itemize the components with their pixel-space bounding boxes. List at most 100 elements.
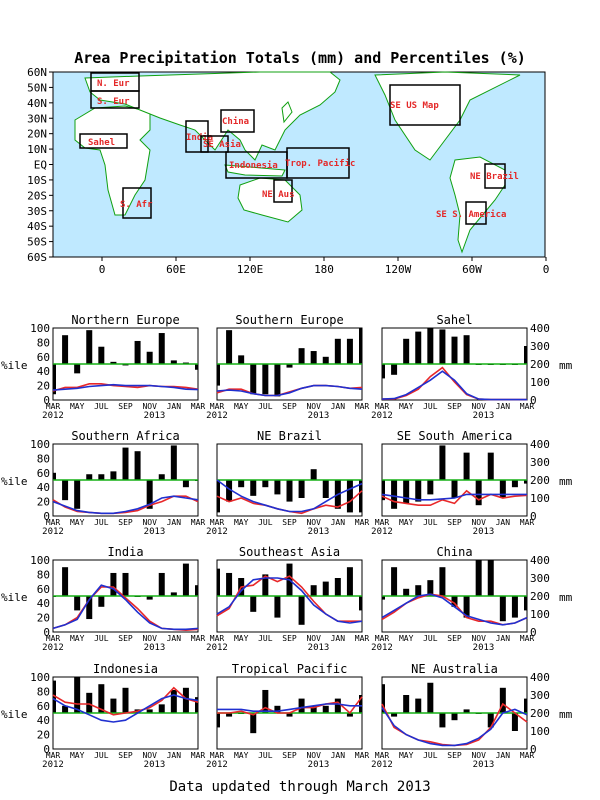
region-label: N. Eur xyxy=(97,79,130,89)
left-axis-label: %ile xyxy=(1,475,28,488)
panel-title: Sahel xyxy=(436,313,472,327)
year-end-label: 2013 xyxy=(308,760,330,770)
x-tick-label: NOV xyxy=(306,634,321,643)
lat-label: 60S xyxy=(27,251,47,264)
percentile-bar xyxy=(334,698,341,713)
percentile-bar xyxy=(391,713,398,717)
climatology-mm-line xyxy=(52,383,199,391)
percentile-bar xyxy=(134,451,141,480)
region-map: 60N 50N 40N 30N 20N 10N EQ 10S 20S 30S 40S 50S 60S 0 6… xyxy=(27,66,549,276)
percentile-bar xyxy=(382,684,385,713)
x-tick-label: JAN xyxy=(331,518,346,527)
percentile-bar xyxy=(415,585,422,596)
percentile-bar xyxy=(86,596,93,620)
percentile-bar xyxy=(427,328,434,364)
percentile-bar xyxy=(359,328,362,364)
percentile-bar xyxy=(74,596,81,611)
x-tick-label: JUL xyxy=(94,518,109,527)
x-tick-label: JUL xyxy=(94,402,109,411)
land-eurasia xyxy=(84,71,341,161)
region-label: SE S. America xyxy=(436,209,506,220)
right-tick-label: 200 xyxy=(530,707,550,720)
left-tick-label: 20 xyxy=(37,612,50,625)
x-tick-label: MAY xyxy=(399,751,414,760)
right-axis-label: mm xyxy=(559,591,573,604)
percentile-bar xyxy=(359,596,362,611)
percentile-bar xyxy=(158,572,165,596)
climatology-mm-line xyxy=(216,479,363,513)
percentile-bar xyxy=(391,567,398,596)
lat-label: 30S xyxy=(27,205,47,218)
climatology-mm-line xyxy=(52,495,199,515)
x-tick-label: MAR xyxy=(191,634,206,643)
x-tick-label: SEP xyxy=(118,634,133,643)
percentile-bar xyxy=(250,480,257,496)
percentile-bar xyxy=(359,480,362,513)
percentile-bar xyxy=(499,687,506,713)
lon-label: 0 xyxy=(99,263,106,276)
x-tick-label: MAR xyxy=(210,751,225,760)
left-tick-label: 60 xyxy=(37,467,50,480)
x-tick-label: NOV xyxy=(306,518,321,527)
year-end-label: 2013 xyxy=(144,411,166,421)
region-label: India xyxy=(186,132,213,143)
percentile-bar xyxy=(439,713,446,728)
percentile-bar xyxy=(439,445,446,480)
percentile-bar xyxy=(146,480,153,509)
percentile-bar xyxy=(427,682,434,713)
region-box xyxy=(484,163,506,189)
percentile-bar xyxy=(195,585,198,596)
left-axis-label: %ile xyxy=(1,708,28,721)
percentile-bar xyxy=(170,592,177,596)
year-start-label: 2012 xyxy=(206,643,228,653)
x-tick-label: MAR xyxy=(375,518,390,527)
percentile-bar xyxy=(262,480,269,488)
percentile-bar xyxy=(182,563,189,596)
right-tick-label: 100 xyxy=(530,376,550,389)
percentile-bar xyxy=(524,480,527,484)
percentile-bar xyxy=(262,364,269,395)
percentile-bar xyxy=(110,471,117,480)
land-north-america xyxy=(374,71,521,161)
percentile-bar xyxy=(217,364,220,386)
right-tick-label: 0 xyxy=(530,394,537,407)
region-box xyxy=(273,179,293,203)
percentile-bar xyxy=(499,480,506,498)
percentile-bar xyxy=(322,705,329,713)
region-box xyxy=(465,201,487,225)
climatology-mm-line xyxy=(216,384,363,397)
lat-label: 40N xyxy=(27,97,47,110)
year-end-label: 2013 xyxy=(473,643,495,653)
region-label: SE Asia xyxy=(203,139,241,150)
x-tick-label: NOV xyxy=(471,518,486,527)
percentile-bar xyxy=(298,480,305,498)
x-tick-label: NOV xyxy=(471,634,486,643)
panel-title: Southern Africa xyxy=(71,429,179,443)
x-tick-label: SEP xyxy=(118,518,133,527)
lat-label: 20N xyxy=(27,128,47,141)
region-label: SE US Map xyxy=(390,101,439,111)
left-tick-label: 100 xyxy=(30,322,50,335)
percentile-bar xyxy=(298,348,305,364)
x-tick-label: SEP xyxy=(118,751,133,760)
x-tick-label: JUL xyxy=(258,634,273,643)
percentile-bar xyxy=(322,581,329,596)
percentile-bar xyxy=(226,330,233,364)
right-tick-label: 200 xyxy=(530,358,550,371)
climatology-mm-line xyxy=(52,584,199,631)
percentile-bar xyxy=(415,331,422,364)
year-start-label: 2012 xyxy=(206,760,228,770)
panel-title: NE Australia xyxy=(411,662,498,676)
x-tick-label: JAN xyxy=(167,518,182,527)
left-tick-label: 20 xyxy=(37,496,50,509)
region-label: S. Afr xyxy=(120,200,153,210)
right-tick-label: 100 xyxy=(530,608,550,621)
year-end-label: 2013 xyxy=(144,643,166,653)
right-tick-label: 200 xyxy=(530,590,550,603)
x-tick-label: MAR xyxy=(191,751,206,760)
year-start-label: 2012 xyxy=(206,411,228,421)
region-label: NE Aus xyxy=(262,190,295,200)
